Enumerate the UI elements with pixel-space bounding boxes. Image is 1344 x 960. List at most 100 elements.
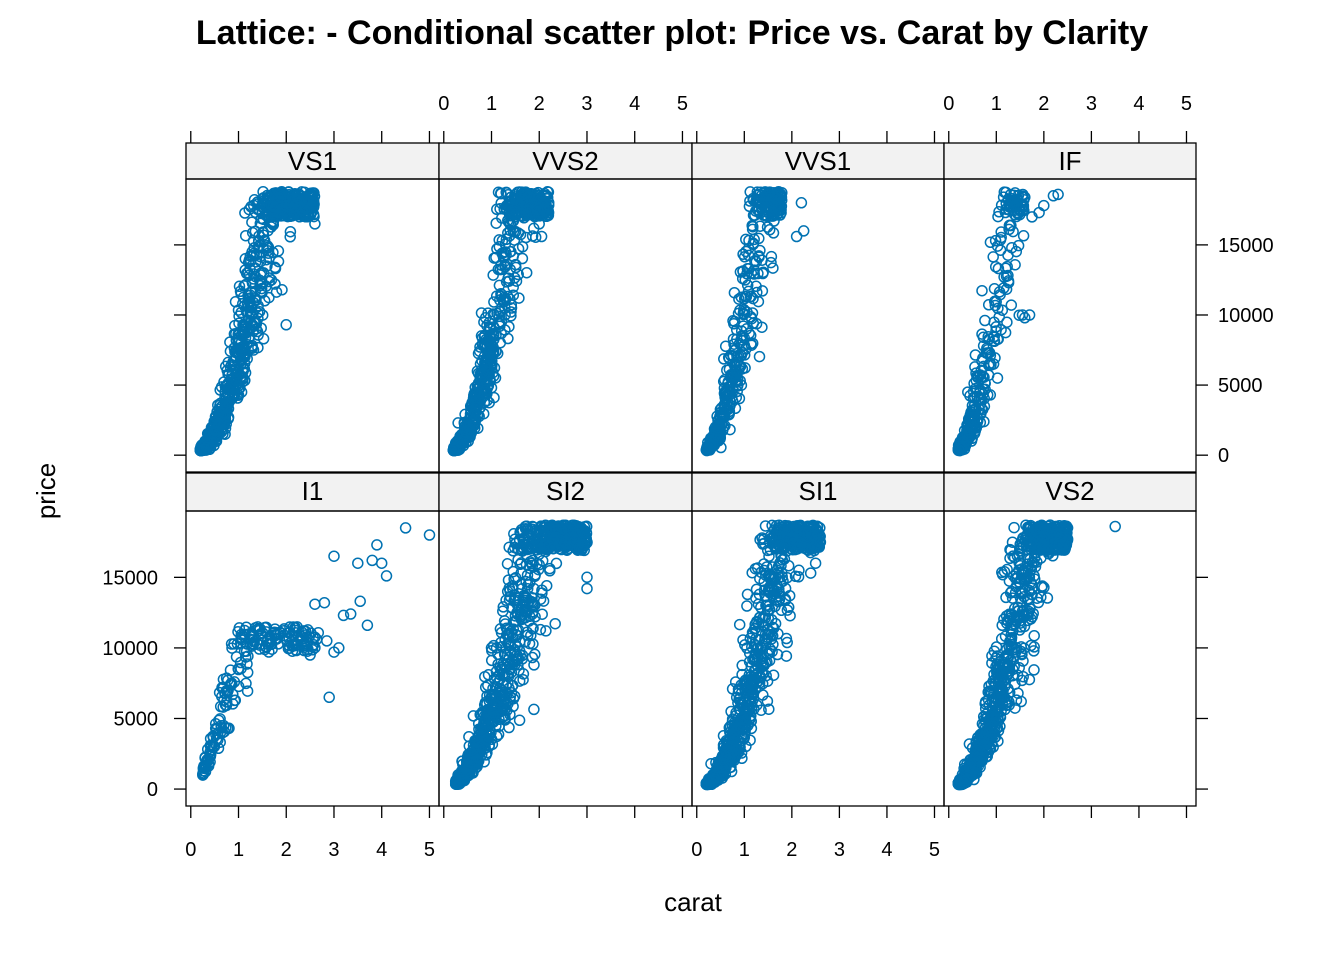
data-point (468, 746, 481, 758)
data-point (463, 730, 475, 743)
data-point (290, 644, 303, 657)
data-point (534, 623, 547, 636)
data-point (501, 629, 514, 641)
data-point (481, 733, 493, 746)
data-point (491, 730, 503, 743)
data-point (309, 218, 321, 230)
data-point (501, 558, 514, 570)
data-point (371, 539, 383, 551)
data-point (767, 669, 780, 681)
strip-si2 (438, 472, 693, 512)
data-point (232, 663, 245, 676)
data-point (485, 642, 498, 654)
data-point (529, 611, 541, 623)
data-point (479, 742, 491, 754)
data-point (213, 686, 226, 699)
data-point (550, 557, 563, 570)
data-point (486, 716, 498, 729)
strip-label: VS2 (1045, 476, 1094, 506)
data-point (481, 690, 493, 702)
data-point (239, 651, 252, 663)
data-point (380, 570, 393, 582)
data-point (515, 557, 527, 569)
data-point (549, 522, 562, 535)
points-vs2 (952, 519, 1121, 791)
strip-label: I1 (302, 476, 324, 506)
points-i1 (197, 522, 436, 781)
data-point (733, 618, 746, 631)
data-point (581, 571, 593, 584)
x-axis-label: carat (664, 887, 723, 917)
data-point (286, 645, 299, 657)
data-point (513, 714, 526, 727)
data-point (309, 631, 321, 643)
data-point (219, 687, 231, 700)
data-point (576, 525, 588, 537)
strip-label: SI2 (546, 476, 585, 506)
data-point (300, 639, 312, 652)
data-point (547, 542, 559, 555)
y-axis-label: price (31, 463, 61, 519)
data-point (504, 639, 517, 652)
data-point (1028, 629, 1040, 642)
data-point (494, 623, 507, 635)
strip-si1 (691, 472, 945, 512)
data-point (516, 603, 528, 615)
data-point (532, 563, 545, 576)
data-point (567, 524, 580, 536)
data-point (1028, 664, 1040, 676)
panel-si2: SI2 (438, 472, 693, 807)
data-point (197, 768, 210, 780)
data-point (512, 592, 525, 604)
data-point (507, 700, 519, 713)
data-point (1109, 520, 1121, 533)
data-point (482, 669, 495, 681)
data-point (333, 642, 345, 654)
data-point (581, 536, 593, 548)
points-si2 (449, 519, 593, 790)
data-point (255, 627, 267, 640)
panel-vs2: VS2 (943, 472, 1197, 807)
data-point (512, 543, 524, 555)
data-point (492, 648, 504, 660)
data-point (530, 527, 542, 539)
data-point (354, 595, 366, 608)
data-point (280, 319, 292, 331)
data-point (487, 704, 500, 716)
strip-label: VVS2 (532, 146, 599, 176)
data-point (793, 564, 805, 577)
data-point (318, 596, 331, 609)
data-point (251, 621, 264, 633)
data-point (497, 605, 509, 617)
strip-i1 (185, 472, 440, 512)
data-point (490, 671, 503, 683)
data-point (516, 252, 529, 265)
data-point (511, 641, 524, 653)
data-point (224, 664, 237, 676)
data-point (533, 558, 545, 571)
points-vvs2 (447, 186, 555, 457)
points-vs1 (194, 185, 321, 457)
data-point (521, 543, 533, 556)
strip-label: SI1 (798, 476, 837, 506)
data-point (297, 633, 309, 645)
data-point (494, 682, 506, 695)
data-point (540, 625, 552, 637)
data-point (461, 766, 474, 778)
panel-vvs2: VVS2 (438, 142, 693, 473)
data-point (423, 529, 436, 541)
data-point (213, 714, 225, 727)
data-point (528, 703, 540, 716)
data-point (229, 694, 242, 707)
data-point (526, 608, 539, 620)
data-point (515, 610, 528, 622)
data-point (241, 685, 254, 697)
data-point (199, 752, 211, 764)
data-point (283, 642, 296, 654)
data-point (517, 532, 529, 545)
data-point (516, 649, 529, 662)
data-point (230, 651, 243, 663)
data-point (507, 583, 519, 595)
data-point (502, 332, 514, 345)
